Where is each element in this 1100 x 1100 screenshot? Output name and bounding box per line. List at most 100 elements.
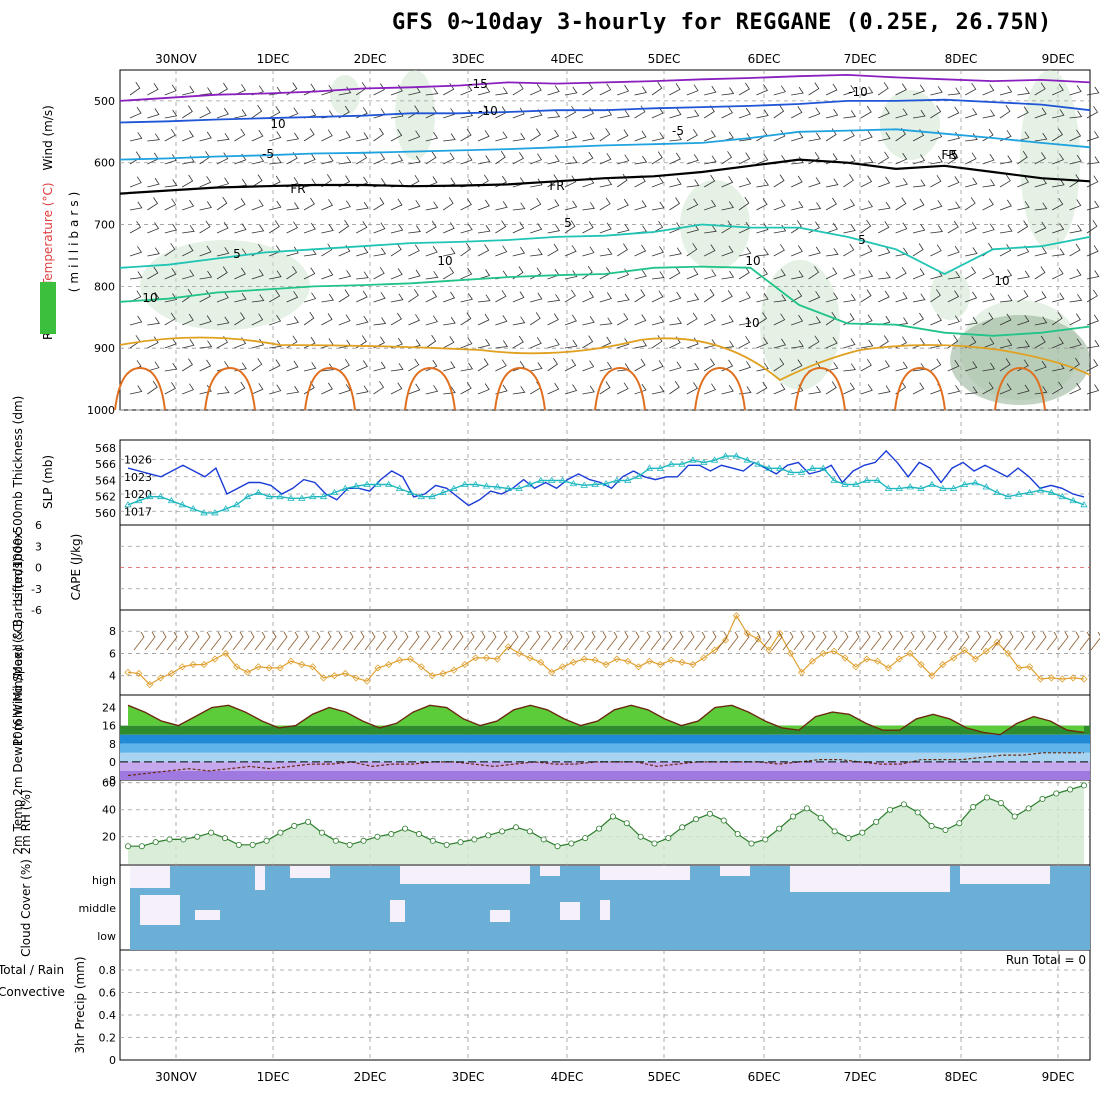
rh-marker xyxy=(485,832,492,839)
wind-barb xyxy=(373,152,386,165)
wind-barb xyxy=(669,380,680,395)
wind-barb xyxy=(686,154,699,165)
panel-precip xyxy=(119,949,1091,1061)
wind-barb xyxy=(425,245,438,257)
wind-barb-10m xyxy=(705,631,717,651)
wind-barb-10m xyxy=(353,631,365,651)
thickness-marker xyxy=(656,464,665,471)
wind-barb xyxy=(930,244,942,257)
wind-barb xyxy=(634,339,648,349)
wind-barb xyxy=(1086,86,1100,96)
wind-barb-10m xyxy=(859,631,871,651)
thickness-marker xyxy=(211,509,219,516)
wind-barb xyxy=(878,132,891,142)
wind-barb xyxy=(269,270,282,280)
wind-barb xyxy=(355,151,368,165)
wind-barb xyxy=(1069,85,1082,96)
wind-barb xyxy=(634,244,647,257)
wind-barb xyxy=(947,201,961,211)
wind-barb xyxy=(164,337,177,349)
wind-barb xyxy=(182,199,195,211)
wind-speed-marker xyxy=(396,656,404,664)
wind-barb-10m xyxy=(837,631,849,651)
wind-barb xyxy=(338,358,350,372)
thickness-marker xyxy=(461,480,469,487)
contour-label: -5 xyxy=(946,148,958,162)
wind-barb xyxy=(512,360,525,372)
temp-tick: 24 xyxy=(102,702,116,715)
wind-barb xyxy=(617,224,630,234)
wind-barb xyxy=(338,156,352,165)
wind-barb xyxy=(999,338,1013,349)
wind-barb xyxy=(303,336,316,349)
wind-barb xyxy=(965,361,978,372)
cloud-level-middle: middle xyxy=(78,902,116,915)
wind-barb xyxy=(216,247,230,257)
wind-barb xyxy=(843,85,856,96)
wind-barb xyxy=(425,220,437,234)
wind-barb xyxy=(738,316,752,326)
wind-barb xyxy=(164,84,177,96)
wind-barb xyxy=(773,313,786,326)
wind-speed-marker xyxy=(711,646,719,654)
wind-barb xyxy=(964,197,976,211)
thickness-marker xyxy=(537,476,545,483)
wind-barb xyxy=(390,198,403,211)
wind-barb xyxy=(1052,337,1064,349)
wind-barb xyxy=(791,86,804,96)
wind-barb xyxy=(964,266,977,280)
wind-barb xyxy=(408,155,421,165)
wind-speed-marker xyxy=(754,635,762,643)
wind-barb xyxy=(878,385,891,395)
wind-barb xyxy=(269,289,281,303)
wind-barb xyxy=(338,130,351,142)
wind-barb xyxy=(390,293,404,303)
thickness-marker xyxy=(504,484,512,491)
thickness-marker xyxy=(808,464,817,471)
wind-barb xyxy=(930,200,943,211)
wind-barb xyxy=(164,312,176,326)
wind-barb xyxy=(599,83,612,96)
isotherm--15 xyxy=(119,73,1091,102)
wind-barb xyxy=(199,315,212,326)
wind-barb xyxy=(756,248,769,257)
rh-axis-label: 2m RH (%) xyxy=(19,789,33,854)
wind-barb-10m xyxy=(265,631,277,651)
thickness-marker xyxy=(624,476,632,483)
wind-barb xyxy=(999,269,1013,280)
thickness-marker xyxy=(319,492,328,500)
wind-barb xyxy=(930,339,943,349)
wind-barb xyxy=(530,223,543,234)
cloud-gap xyxy=(540,866,560,876)
wind-barb xyxy=(477,224,491,234)
pressure-tick: 1000 xyxy=(87,404,115,417)
wind-barb xyxy=(669,266,681,280)
wind-barb xyxy=(947,220,959,234)
wind-barb xyxy=(721,176,734,188)
thickness-tick: 564 xyxy=(95,474,116,487)
wind-barb-10m xyxy=(991,631,1003,651)
wind-barb xyxy=(599,292,612,303)
wind-barb xyxy=(930,358,942,372)
contour-label: FR xyxy=(941,148,956,162)
wind-barb xyxy=(860,384,873,395)
thickness-marker xyxy=(1036,486,1045,493)
wind-barb xyxy=(982,198,994,211)
rh-marker xyxy=(235,841,242,848)
lifted-index-tick: -6 xyxy=(31,604,42,617)
wind-barb xyxy=(512,152,524,165)
wind-barb-10m xyxy=(606,631,618,651)
rh-shade xyxy=(760,260,840,390)
wind-barb xyxy=(947,315,960,326)
wind-speed-marker xyxy=(439,669,447,678)
wind-barb xyxy=(303,222,316,234)
wind-barb xyxy=(669,361,682,372)
wind-barb xyxy=(408,174,420,188)
wind-barb xyxy=(704,85,717,96)
wind-barb xyxy=(338,270,352,280)
wind-barb xyxy=(460,267,473,280)
wind-barb xyxy=(425,131,439,142)
wind-barb xyxy=(1017,340,1030,349)
wind-barb xyxy=(877,335,889,349)
wind-barb xyxy=(808,221,820,234)
